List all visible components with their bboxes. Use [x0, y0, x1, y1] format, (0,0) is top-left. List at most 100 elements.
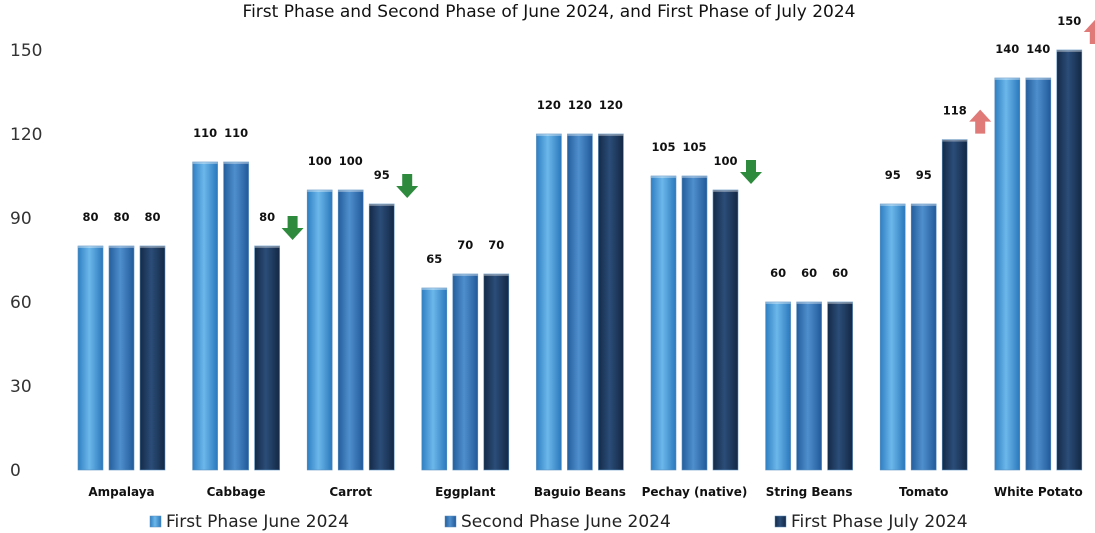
bar-top-highlight	[765, 302, 791, 304]
bar-top-highlight	[994, 78, 1020, 80]
data-label: 105	[682, 140, 706, 154]
bar	[1056, 49, 1083, 471]
bar-top-highlight	[1056, 50, 1082, 52]
trend-up-arrow-icon	[969, 109, 992, 134]
bar-top-highlight	[192, 162, 218, 164]
bar-top-highlight	[421, 288, 447, 290]
category-label: Ampalaya	[88, 485, 154, 499]
data-label: 120	[568, 98, 592, 112]
data-label: 95	[374, 168, 390, 182]
bar-top-highlight	[598, 134, 624, 136]
bar	[879, 203, 906, 471]
data-label: 100	[713, 154, 737, 168]
y-tick-label: 60	[10, 293, 32, 313]
data-label: 110	[224, 126, 248, 140]
legend-swatch	[774, 515, 787, 528]
bar-top-highlight	[254, 246, 280, 248]
legend-swatch	[444, 515, 457, 528]
data-label: 140	[1026, 42, 1050, 56]
bar-top-highlight	[452, 274, 478, 276]
bar-top-highlight	[827, 302, 853, 304]
data-label: 80	[259, 210, 275, 224]
y-tick-label: 90	[10, 209, 32, 229]
bar	[421, 287, 448, 471]
data-label: 95	[916, 168, 932, 182]
trend-down-arrow-icon	[740, 160, 762, 184]
bar	[941, 139, 968, 471]
bar	[994, 77, 1021, 471]
bar	[910, 203, 937, 471]
data-label: 65	[426, 252, 442, 266]
data-label: 80	[113, 210, 129, 224]
bar	[108, 245, 135, 471]
data-label: 60	[801, 266, 817, 280]
legend-swatch	[149, 515, 162, 528]
data-label: 100	[308, 154, 332, 168]
bar	[192, 161, 218, 471]
bar	[368, 203, 395, 471]
trend-markers	[281, 20, 1095, 240]
bar	[796, 301, 822, 471]
bar	[77, 245, 104, 471]
bar	[254, 245, 280, 471]
bars	[77, 49, 1083, 471]
bar-top-highlight	[536, 134, 562, 136]
data-label: 100	[339, 154, 363, 168]
bar	[337, 189, 364, 471]
bar	[567, 133, 593, 471]
bar-top-highlight	[651, 176, 676, 178]
bar	[681, 175, 708, 471]
data-label: 70	[457, 238, 473, 252]
bar-top-highlight	[880, 204, 906, 206]
data-label: 118	[943, 104, 967, 118]
category-label: Pechay (native)	[642, 485, 748, 499]
bar-top-highlight	[911, 204, 937, 206]
data-labels: 80 80 80 110 110 80 100 100 95 65 70 70 120 120 120 105…	[82, 14, 1081, 280]
category-label: String Beans	[766, 485, 853, 499]
legend-label: First Phase July 2024	[791, 512, 968, 532]
data-label: 80	[82, 210, 98, 224]
data-label: 150	[1057, 14, 1081, 28]
bar	[712, 189, 739, 471]
data-label: 140	[995, 42, 1019, 56]
bar-top-highlight	[942, 139, 968, 142]
data-label: 105	[651, 140, 675, 154]
category-labels: Ampalaya Cabbage Carrot Eggplant Baguio Bean…	[88, 485, 1082, 499]
y-tick-label: 120	[10, 125, 42, 145]
category-label: White Potato	[994, 485, 1083, 499]
data-label: 70	[488, 238, 504, 252]
y-axis: 0 30 60 90 120 150	[10, 41, 42, 481]
trend-down-arrow-icon	[396, 174, 419, 198]
bar-top-highlight	[140, 246, 165, 248]
category-label: Eggplant	[435, 485, 496, 499]
bar-top-highlight	[307, 190, 333, 192]
bar	[1025, 77, 1052, 471]
bar-top-highlight	[682, 176, 707, 178]
bar	[650, 175, 677, 471]
bar-top-highlight	[78, 246, 103, 248]
bar-top-highlight	[567, 134, 593, 136]
bar-top-highlight	[338, 190, 364, 192]
trend-up-arrow-icon	[1083, 20, 1095, 44]
bar-top-highlight	[1025, 78, 1051, 80]
bar-top-highlight	[713, 190, 738, 192]
legend: First Phase June 2024 Second Phase June 2…	[149, 512, 968, 532]
bar	[223, 161, 249, 471]
bar-top-highlight	[109, 246, 134, 248]
bar	[536, 133, 562, 471]
data-label: 80	[144, 210, 160, 224]
bar	[827, 301, 853, 471]
legend-label: First Phase June 2024	[166, 512, 349, 532]
data-label: 120	[537, 98, 561, 112]
bar	[765, 301, 791, 471]
bar	[452, 273, 479, 471]
legend-label: Second Phase June 2024	[461, 512, 671, 532]
bar	[483, 273, 510, 471]
bar	[139, 245, 166, 471]
bar	[598, 133, 624, 471]
data-label: 60	[832, 266, 848, 280]
category-label: Carrot	[329, 485, 372, 499]
bar-top-highlight	[483, 274, 509, 276]
data-label: 120	[599, 98, 623, 112]
